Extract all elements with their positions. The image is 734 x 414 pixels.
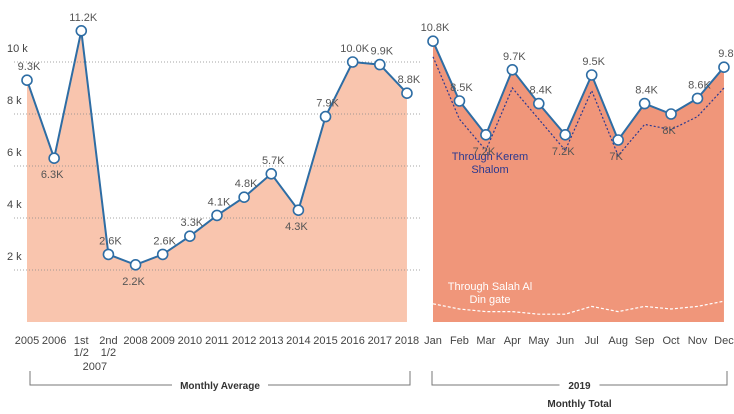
x-tick-label: Jan xyxy=(424,335,442,347)
point xyxy=(480,129,492,141)
y-tick-label: 6 k xyxy=(7,147,22,159)
x-tick-label: 2010 xyxy=(178,335,202,347)
point xyxy=(585,69,598,81)
value-label: 9.7K xyxy=(503,51,526,63)
area xyxy=(27,30,407,323)
value-label: 8.4K xyxy=(529,85,552,97)
x-tick-label: Apr xyxy=(504,335,521,347)
point xyxy=(665,108,677,120)
x-axis-label: Monthly Total xyxy=(547,399,611,410)
point xyxy=(156,248,169,261)
series-line xyxy=(432,56,725,157)
x-tick-label: Sep xyxy=(635,335,655,347)
value-label: 8.8K xyxy=(398,74,421,86)
x-tick-label: Nov xyxy=(688,335,708,347)
point xyxy=(559,129,572,141)
x-tick-label: 2015 xyxy=(313,335,337,347)
value-label: 8.5K xyxy=(450,82,473,94)
x-tick-label: 2008 xyxy=(123,335,147,347)
value-label: 2.6K xyxy=(99,235,122,247)
value-label: 10.0K xyxy=(340,43,369,55)
x-tick-label: 2011 xyxy=(205,335,229,347)
value-label: 6.3K xyxy=(41,169,64,181)
point xyxy=(532,97,545,110)
value-label: 8.6K xyxy=(688,79,711,91)
point xyxy=(48,152,60,164)
y-tick-label: 4 k xyxy=(7,199,22,211)
y-tick-label: 10 k xyxy=(7,43,28,55)
x-tick-label: Jun xyxy=(556,335,574,347)
point xyxy=(506,64,519,76)
x-tick-label: Jul xyxy=(585,335,599,347)
label-bg xyxy=(172,379,268,391)
value-label: 9.8 xyxy=(718,48,733,60)
value-label: 2.2K xyxy=(122,276,145,288)
point xyxy=(238,191,250,203)
category-group: 2019 xyxy=(568,381,591,392)
series-label: Through Salah Al Din gate xyxy=(448,281,532,306)
x-tick-label: 2005 xyxy=(15,335,39,347)
value-label: 7.2K xyxy=(552,146,575,158)
point xyxy=(319,110,332,123)
x-tick-label: 2014 xyxy=(286,335,310,347)
x-tick-label: 2016 xyxy=(340,335,364,347)
value-label: 7.9K xyxy=(316,98,339,110)
point xyxy=(346,56,359,68)
value-label: 10.8K xyxy=(421,22,450,34)
series-label: Through Kerem Shalom xyxy=(452,151,528,176)
x-tick-label: Mar xyxy=(476,335,495,347)
point xyxy=(75,24,88,37)
point xyxy=(129,258,142,271)
value-label: 5.7K xyxy=(262,155,285,167)
point xyxy=(718,61,730,73)
x-tick-label: 2006 xyxy=(42,335,66,347)
point xyxy=(265,168,278,180)
x-tick-label: May xyxy=(528,335,549,347)
value-label: 3.3K xyxy=(181,217,204,229)
point xyxy=(691,92,704,105)
value-label: 4.1K xyxy=(208,196,231,208)
value-label: 7.2K xyxy=(473,146,496,158)
x-tick-label: 1st 1/2 xyxy=(74,335,89,359)
point xyxy=(374,58,386,71)
y-tick-label: 8 k xyxy=(7,95,22,107)
value-label: 8.4K xyxy=(635,85,658,97)
value-label: 9.9K xyxy=(370,46,393,58)
x-tick-label: Aug xyxy=(608,335,628,347)
x-tick-label: Feb xyxy=(450,335,469,347)
point xyxy=(184,230,196,242)
point xyxy=(21,74,33,86)
x-axis-label: Monthly Average xyxy=(180,381,260,392)
label-bg xyxy=(559,379,600,391)
point xyxy=(427,35,439,48)
value-label: 4.8K xyxy=(235,178,258,190)
point xyxy=(401,87,413,99)
value-label: 2.6K xyxy=(153,235,176,247)
x-tick-label: 2017 xyxy=(368,335,392,347)
point xyxy=(453,95,466,107)
y-tick-label: 2 k xyxy=(7,251,22,263)
area xyxy=(433,41,724,322)
value-label: 8K xyxy=(662,125,676,137)
point xyxy=(211,209,223,222)
value-label: 4.3K xyxy=(285,221,308,233)
category-group: 2007 xyxy=(83,361,107,373)
point xyxy=(102,248,115,261)
value-label: 7K xyxy=(609,151,623,163)
point xyxy=(612,134,624,146)
value-label: 11.2K xyxy=(69,12,98,24)
x-tick-label: 2nd 1/2 xyxy=(99,335,117,359)
x-tick-label: Dec xyxy=(714,335,734,347)
x-tick-label: Oct xyxy=(662,335,679,347)
x-tick-label: 2018 xyxy=(395,335,419,347)
point xyxy=(292,204,305,216)
x-tick-label: 2009 xyxy=(150,335,174,347)
x-tick-label: 2013 xyxy=(259,335,283,347)
x-tick-label: 2012 xyxy=(232,335,256,347)
series-line xyxy=(432,300,725,315)
value-label: 9.5K xyxy=(582,56,605,68)
value-label: 9.3K xyxy=(18,61,41,73)
point xyxy=(638,97,651,110)
